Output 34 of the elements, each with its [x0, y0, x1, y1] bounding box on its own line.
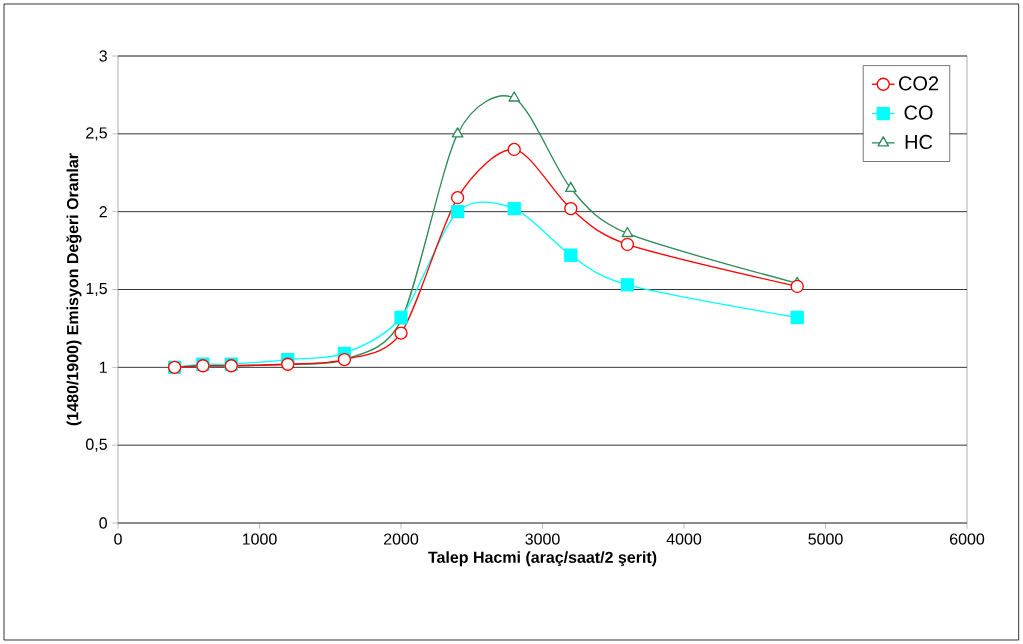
point: [620, 278, 635, 292]
y-tick-label: 0: [99, 517, 107, 529]
legend-label: HC: [905, 134, 933, 150]
point: [451, 127, 464, 138]
point: [394, 326, 408, 340]
x-tick-label: 0: [114, 533, 122, 545]
point: [564, 181, 577, 192]
point: [507, 201, 521, 216]
point: [564, 201, 578, 216]
y-tick-label: 2,5: [86, 127, 107, 141]
x-axis-title: Talep Hacmi (araç/saat/2 şerit): [428, 551, 657, 567]
x-tick-label: 1000: [242, 533, 277, 545]
x-tick-label: 5000: [808, 533, 843, 545]
point: [790, 310, 804, 325]
point: [620, 237, 635, 252]
y-tick-label: 1: [99, 361, 107, 373]
point: [450, 190, 465, 205]
point: [507, 142, 521, 157]
point: [790, 279, 804, 294]
point: [450, 205, 465, 219]
y-tick-label: 0,5: [85, 438, 107, 452]
x-tick-label: 6000: [950, 533, 985, 545]
point: [508, 91, 521, 102]
y-axis-title: (1480/1900) Emisyon Değeri Oranlar: [66, 153, 82, 426]
y-tick-label: 3: [99, 50, 107, 62]
point: [564, 248, 578, 262]
y-tick-label: 2: [99, 206, 107, 218]
x-tick-label: 3000: [525, 533, 560, 545]
x-tick-label: 4000: [666, 533, 702, 545]
legend-label: CO: [904, 105, 933, 120]
point: [621, 226, 634, 238]
legend-label: CO2: [898, 76, 939, 91]
x-tick-label: 2000: [384, 533, 419, 545]
y-tick-label: 1,5: [86, 282, 107, 297]
